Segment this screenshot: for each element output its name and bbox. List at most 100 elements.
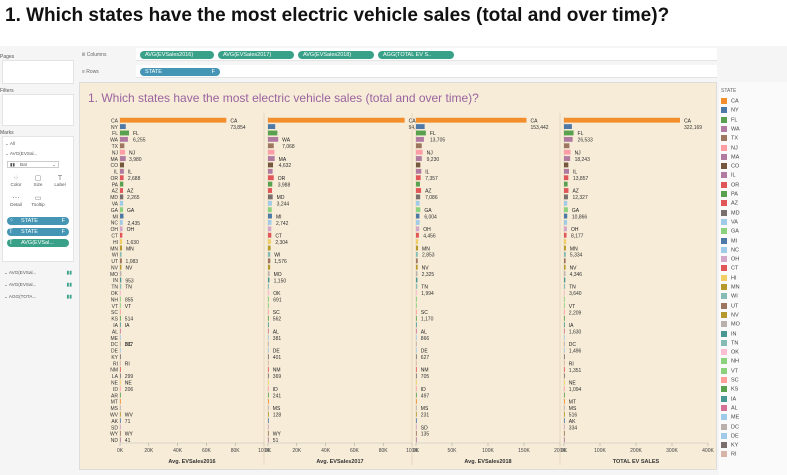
bar-tx[interactable] (416, 143, 422, 149)
bar-ks[interactable] (120, 315, 121, 321)
legend-item-ny[interactable]: NY (721, 107, 739, 114)
bar-wy[interactable] (120, 430, 121, 436)
bar-sd[interactable] (564, 424, 565, 430)
legend-item-ks[interactable]: KS (721, 386, 738, 393)
bar-ks[interactable] (564, 315, 565, 321)
bar-ga[interactable] (120, 207, 124, 213)
bar-ut[interactable] (416, 258, 418, 264)
bar-ri[interactable] (120, 360, 121, 366)
columns-pill-0[interactable]: AVG(EVSales2016) (140, 51, 214, 59)
legend-item-tn[interactable]: TN (721, 339, 738, 347)
bar-az[interactable] (268, 188, 273, 193)
bar-sc[interactable] (268, 309, 269, 315)
bar-pa[interactable] (564, 181, 568, 187)
bar-dc[interactable] (268, 341, 269, 347)
bar-ky[interactable] (268, 354, 269, 360)
bar-al[interactable] (564, 328, 565, 334)
legend-item-wi[interactable]: WI (721, 293, 738, 300)
bar-va[interactable] (564, 200, 568, 206)
bar-ca[interactable] (564, 117, 680, 123)
legend-item-vt[interactable]: VT (721, 367, 738, 375)
bar-nc[interactable] (564, 220, 568, 225)
bar-ct[interactable] (564, 232, 567, 238)
bar-mo[interactable] (416, 271, 418, 277)
bar-mo[interactable] (564, 271, 566, 277)
field-list-item[interactable]: ⌄ AVG(EVSal... ▮▮ (4, 282, 74, 288)
mark-type-select[interactable]: ▮▮ Bar ⌄ (7, 161, 59, 168)
bar-ak[interactable] (564, 418, 565, 424)
bar-ms[interactable] (120, 405, 121, 411)
bar-in[interactable] (268, 277, 270, 283)
bar-wi[interactable] (120, 252, 122, 257)
marks-color-button[interactable]: ⁘ Color (7, 175, 25, 187)
legend-item-wa[interactable]: WA (721, 125, 740, 133)
legend-item-al[interactable]: AL (721, 404, 738, 412)
bar-tn[interactable] (564, 283, 566, 289)
bar-sd[interactable] (416, 424, 417, 430)
bar-md[interactable] (564, 194, 568, 200)
bar-nv[interactable] (120, 264, 122, 270)
legend-item-va[interactable]: VA (721, 218, 738, 226)
bar-mi[interactable] (268, 213, 272, 219)
bar-il[interactable] (268, 168, 273, 174)
bar-wy[interactable] (564, 430, 565, 436)
bar-il[interactable] (564, 168, 569, 174)
bar-nv[interactable] (268, 264, 271, 270)
bar-ny[interactable] (564, 124, 572, 130)
bar-ia[interactable] (268, 322, 269, 328)
bar-or[interactable] (120, 175, 124, 181)
bar-ok[interactable] (268, 290, 270, 296)
bar-or[interactable] (268, 175, 274, 181)
bar-oh[interactable] (564, 226, 567, 232)
bar-al[interactable] (120, 328, 121, 334)
bar-nj[interactable] (120, 149, 126, 155)
bar-wi[interactable] (564, 252, 566, 257)
bar-ct[interactable] (268, 232, 272, 238)
bar-ut[interactable] (268, 258, 271, 264)
columns-pill-1[interactable]: AVG(EVSales2017) (218, 51, 294, 59)
bar-nm[interactable] (416, 367, 417, 372)
bar-ok[interactable] (416, 290, 418, 296)
bar-nh[interactable] (120, 296, 121, 302)
bar-la[interactable] (416, 373, 417, 379)
bar-ri[interactable] (564, 360, 565, 366)
bar-sd[interactable] (268, 424, 269, 430)
bar-in[interactable] (120, 277, 122, 283)
bar-nc[interactable] (268, 220, 272, 225)
marks-tooltip-button[interactable]: ▭ Tooltip (29, 195, 47, 207)
legend-item-dc[interactable]: DC (721, 423, 739, 431)
bar-ma[interactable] (120, 156, 126, 161)
bar-tn[interactable] (416, 283, 418, 289)
bar-az[interactable] (416, 188, 422, 193)
bar-ak[interactable] (416, 418, 417, 424)
bar-nm[interactable] (120, 367, 121, 372)
bar-nd[interactable] (564, 437, 565, 443)
bar-sc[interactable] (120, 309, 121, 315)
bar-tx[interactable] (120, 143, 125, 149)
bar-me[interactable] (564, 335, 565, 340)
marks-detail-button[interactable]: ⋯ Detail (7, 195, 25, 207)
columns-pill-3[interactable]: AGG(TOTAL EV S.. (378, 51, 454, 59)
bar-ny[interactable] (120, 124, 126, 130)
bar-mn[interactable] (268, 245, 271, 251)
bar-mt[interactable] (416, 399, 417, 404)
bar-la[interactable] (564, 373, 565, 379)
bar-ct[interactable] (120, 232, 123, 238)
bar-ia[interactable] (416, 322, 417, 328)
field-list-item[interactable]: ⌄ AGG(TOTA... ▮▮ (4, 294, 74, 300)
bar-id[interactable] (120, 386, 121, 392)
bar-hi[interactable] (416, 239, 419, 245)
legend-item-il[interactable]: IL (721, 172, 736, 179)
bar-ia[interactable] (564, 322, 565, 328)
bar-co[interactable] (120, 162, 125, 168)
bar-az[interactable] (564, 188, 569, 193)
bar-mn[interactable] (416, 245, 419, 251)
bar-ms[interactable] (268, 405, 269, 411)
pages-shelf[interactable] (2, 60, 74, 84)
bar-va[interactable] (120, 200, 124, 206)
bar-oh[interactable] (120, 226, 123, 232)
columns-pill-2[interactable]: AVG(EVSales2018) (298, 51, 374, 59)
bar-wi[interactable] (416, 252, 418, 257)
bar-mt[interactable] (564, 399, 565, 404)
legend-item-ok[interactable]: OK (721, 349, 739, 356)
